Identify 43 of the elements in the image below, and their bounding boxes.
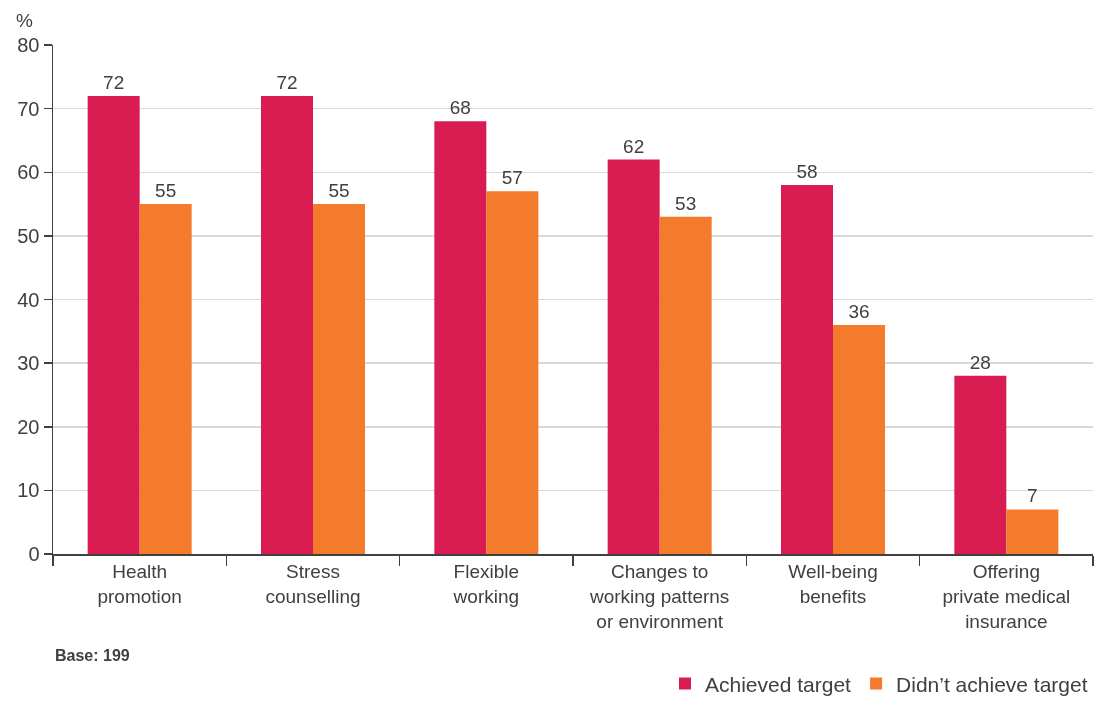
x-tick-label: Flexible working (452, 561, 520, 607)
y-tick-label: 30 (17, 352, 40, 375)
data-label: 55 (328, 180, 350, 202)
data-label: 53 (675, 192, 697, 214)
bar (954, 375, 1007, 554)
data-label: 55 (155, 180, 177, 202)
y-axis-title: % (16, 10, 33, 31)
bar (659, 216, 712, 554)
x-tick-label: Health promotion (97, 561, 182, 607)
y-tick-label: 60 (17, 161, 40, 184)
data-label: 57 (501, 167, 523, 189)
data-label: 62 (623, 135, 645, 157)
y-tick-label: 10 (17, 479, 40, 502)
bar (607, 159, 660, 554)
bar (261, 95, 313, 554)
data-label: 7 (1027, 485, 1038, 507)
bar (434, 121, 487, 554)
bar (833, 324, 885, 554)
y-tick-label: 20 (17, 415, 40, 438)
data-label: 72 (276, 71, 298, 93)
y-tick-label: 40 (17, 288, 40, 311)
bar (139, 204, 192, 554)
x-tick-label: Offering private medical insurance (942, 561, 1071, 632)
bar (781, 184, 833, 554)
data-label: 28 (969, 351, 991, 373)
y-tick-label: 0 (28, 543, 40, 565)
x-tick-label: Well-being benefits (788, 561, 878, 607)
bar (486, 191, 539, 554)
bar (313, 204, 365, 554)
data-label: 68 (449, 97, 471, 119)
y-tick-label: 50 (17, 224, 40, 247)
y-tick-label: 80 (17, 34, 40, 56)
bar (87, 95, 140, 554)
legend-label: Achieved target (705, 672, 852, 696)
data-label: 36 (848, 300, 870, 322)
legend-label: Didn’t achieve target (896, 672, 1088, 696)
y-tick-label: 70 (17, 97, 40, 120)
x-tick-label: Changes to working patterns or environment (588, 561, 730, 632)
bar (1006, 509, 1059, 554)
text: Base: 199 (55, 647, 130, 664)
data-label: 58 (796, 160, 818, 182)
x-tick-label: Stress counselling (265, 561, 361, 607)
data-label: 72 (103, 71, 125, 93)
